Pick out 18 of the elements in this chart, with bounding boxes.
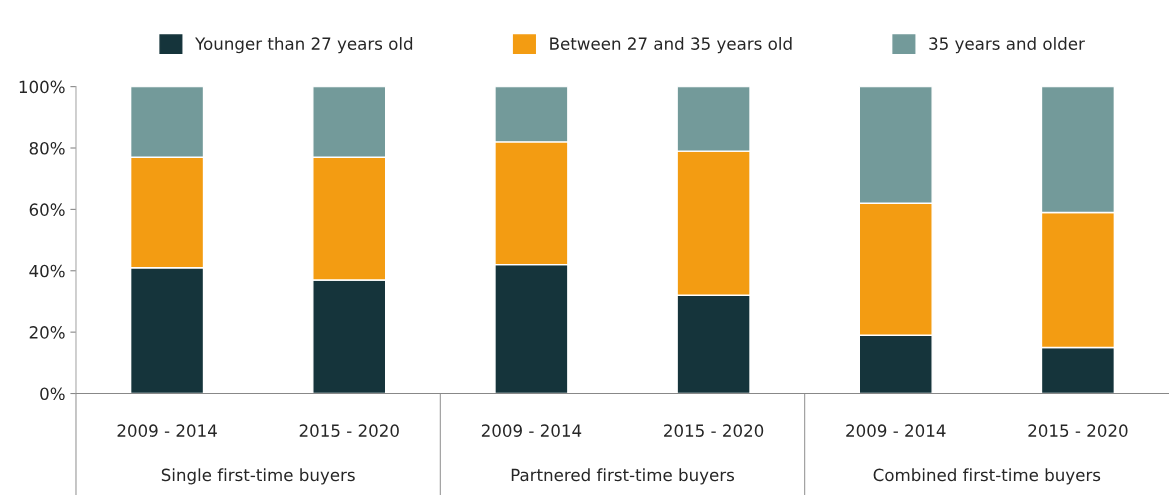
y-tick-label: 40% [29, 264, 65, 278]
y-tick-label: 60% [29, 203, 65, 216]
y-tick-label: 0% [40, 387, 65, 401]
x-tick-label: 2009 - 2014 [481, 424, 582, 437]
x-tick-label: 2015 - 2020 [664, 424, 764, 437]
legend-label: Between 27 and 35 years old [550, 37, 792, 54]
x-tick-label: 2009 - 2014 [117, 424, 217, 437]
text: Combined first-time buyers [873, 468, 1101, 485]
legend-label: 35 years and older [929, 37, 1085, 54]
y-tick-label: 80% [29, 141, 65, 155]
text: Partnered first-time buyers [511, 468, 735, 485]
legend-label: Younger than 27 years old [195, 37, 413, 54]
y-tick-label: 100% [19, 80, 65, 94]
x-tick-label: 2015 - 2020 [299, 424, 399, 437]
y-tick-label: 20% [29, 326, 65, 339]
text: Single first-time buyers [161, 468, 355, 485]
x-tick-label: 2015 - 2020 [1028, 424, 1128, 437]
x-tick-label: 2009 - 2014 [846, 424, 946, 437]
